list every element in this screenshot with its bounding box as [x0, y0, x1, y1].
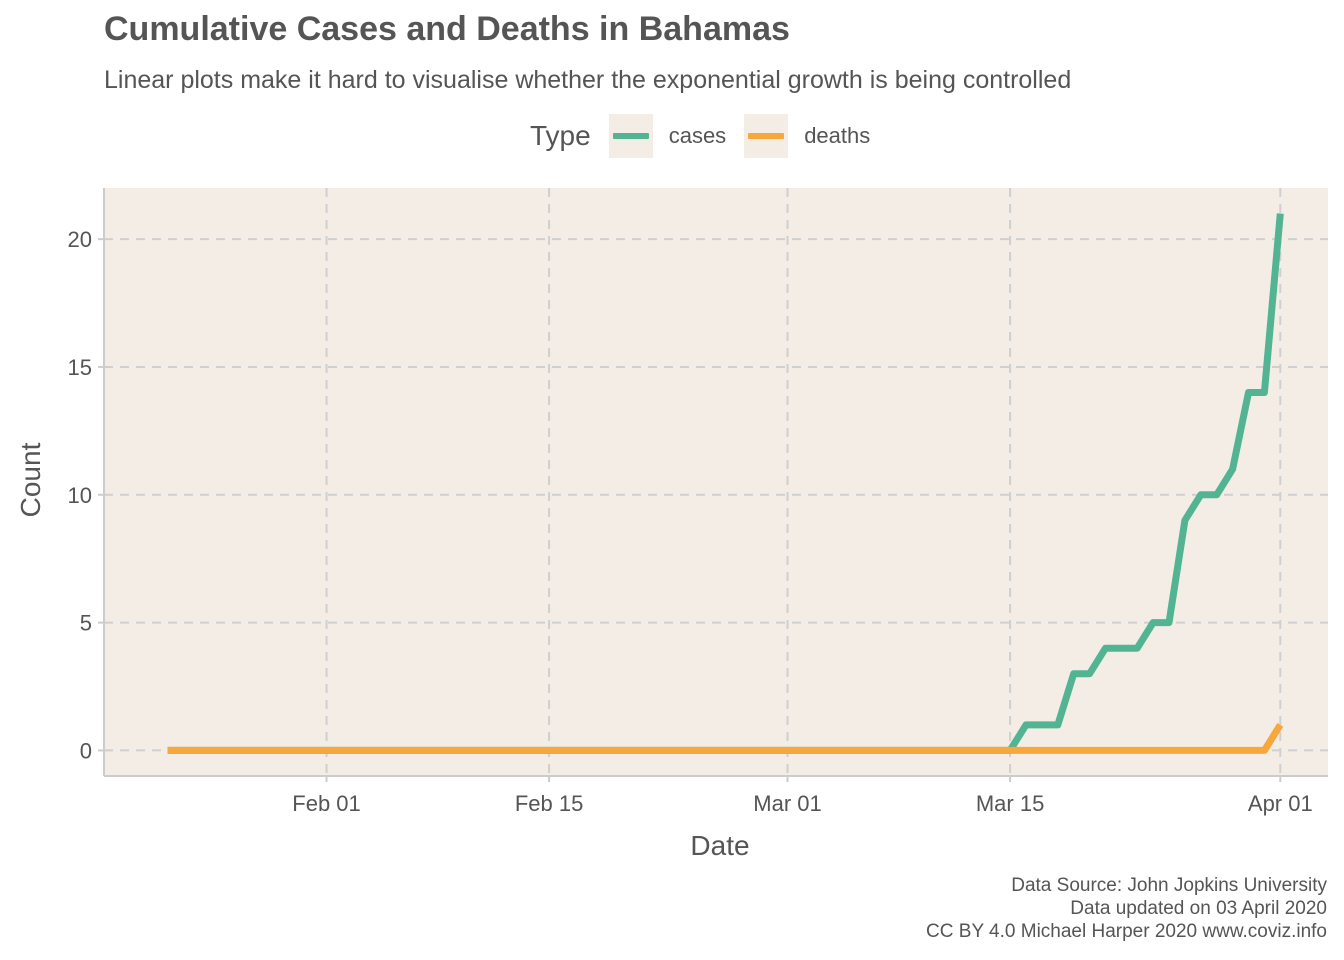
chart-title: Cumulative Cases and Deaths in Bahamas — [104, 10, 790, 48]
y-tick-label: 0 — [80, 738, 92, 763]
y-tick-label: 10 — [68, 483, 92, 508]
y-tick-label: 5 — [80, 611, 92, 636]
legend-title: Type — [530, 120, 591, 151]
x-axis-label: Date — [690, 830, 749, 861]
chart-subtitle: Linear plots make it hard to visualise w… — [104, 66, 1072, 94]
legend-key-cases — [608, 114, 653, 158]
legend-label-cases: cases — [668, 123, 727, 148]
x-tick-label: Feb 01 — [292, 791, 361, 816]
x-tick-label: Mar 01 — [753, 791, 821, 816]
caption: Data Source: John Jopkins University Dat… — [926, 874, 1327, 943]
caption-updated: Data updated on 03 April 2020 — [1070, 898, 1327, 919]
x-tick-label: Apr 01 — [1248, 791, 1313, 816]
legend-key-deaths — [744, 114, 789, 158]
tick-labels: 0 5 10 15 20 Feb 01 Feb 15 Mar 01 Mar 15 Apr 01 — [68, 227, 1313, 816]
y-tick-label: 20 — [68, 227, 92, 252]
legend-label-deaths: deaths — [804, 123, 871, 148]
series-line-cases — [167, 213, 1284, 754]
caption-data-source: Data Source: John Jopkins University — [1011, 875, 1327, 896]
axes — [98, 188, 1328, 782]
x-tick-label: Mar 15 — [976, 791, 1044, 816]
x-tick-label: Feb 15 — [515, 791, 584, 816]
y-tick-label: 15 — [68, 355, 92, 380]
series — [167, 213, 1284, 754]
series-line-deaths — [167, 723, 1284, 754]
legend-swatch-deaths — [748, 133, 785, 139]
legend-swatch-cases — [612, 133, 649, 139]
plot-panel — [104, 188, 1328, 776]
caption-license: CC BY 4.0 Michael Harper 2020 www.coviz.… — [926, 921, 1327, 942]
y-axis-label: Count — [15, 442, 46, 517]
legend: Type cases deaths — [530, 114, 888, 158]
